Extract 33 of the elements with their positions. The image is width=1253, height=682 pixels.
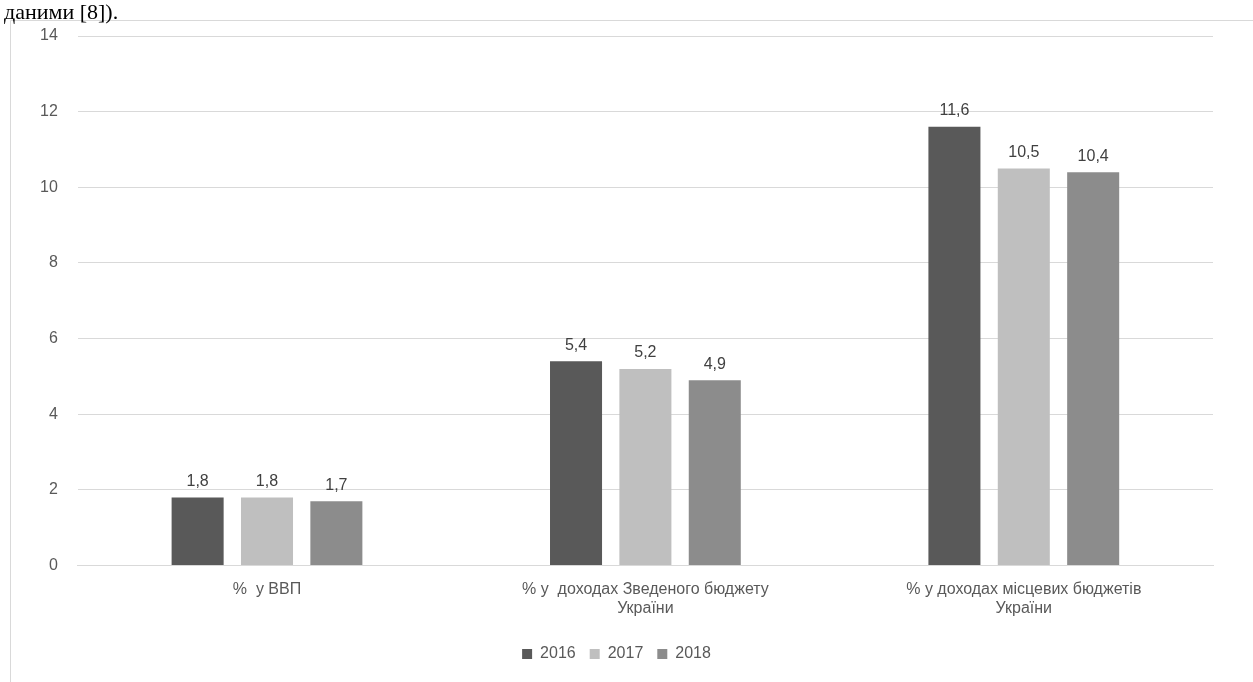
y-tick-label: 6 — [48, 329, 58, 347]
bar — [240, 497, 294, 566]
y-tick-label: 10 — [40, 177, 58, 195]
bar — [171, 497, 224, 566]
data-label: 5,2 — [634, 343, 657, 361]
y-tick-label: 0 — [48, 556, 58, 574]
y-tick-label: 2 — [48, 480, 58, 498]
y-tick-label: 14 — [40, 26, 58, 44]
data-label: 10,4 — [1077, 146, 1109, 164]
bar — [997, 168, 1050, 566]
data-label: 1,8 — [255, 471, 279, 489]
bar — [1067, 172, 1120, 566]
data-label: 1,8 — [186, 471, 209, 489]
data-label: 10,5 — [1008, 142, 1040, 160]
bar — [688, 380, 741, 566]
data-label: 11,6 — [939, 101, 970, 119]
bar — [310, 501, 363, 566]
x-tick-label: % у ВВП — [232, 579, 302, 597]
legend-label: 2016 — [540, 644, 576, 662]
bar — [550, 361, 603, 566]
x-tick-label: % у доходах місцевих бюджетів України — [906, 579, 1142, 616]
legend-label: 2018 — [675, 644, 711, 662]
y-tick-label: 4 — [48, 404, 58, 422]
legend-label: 2017 — [607, 644, 644, 662]
x-tick-label: % у доходах Зведеного бюджету України — [522, 579, 769, 616]
data-label: 4,9 — [703, 354, 726, 372]
data-label: 5,4 — [564, 335, 588, 353]
bar — [619, 368, 672, 566]
text: даними [8]). — [4, 0, 119, 24]
y-tick-label: 12 — [40, 102, 58, 120]
bar — [928, 126, 981, 566]
y-tick-label: 8 — [48, 253, 58, 271]
data-label: 1,7 — [325, 475, 348, 493]
